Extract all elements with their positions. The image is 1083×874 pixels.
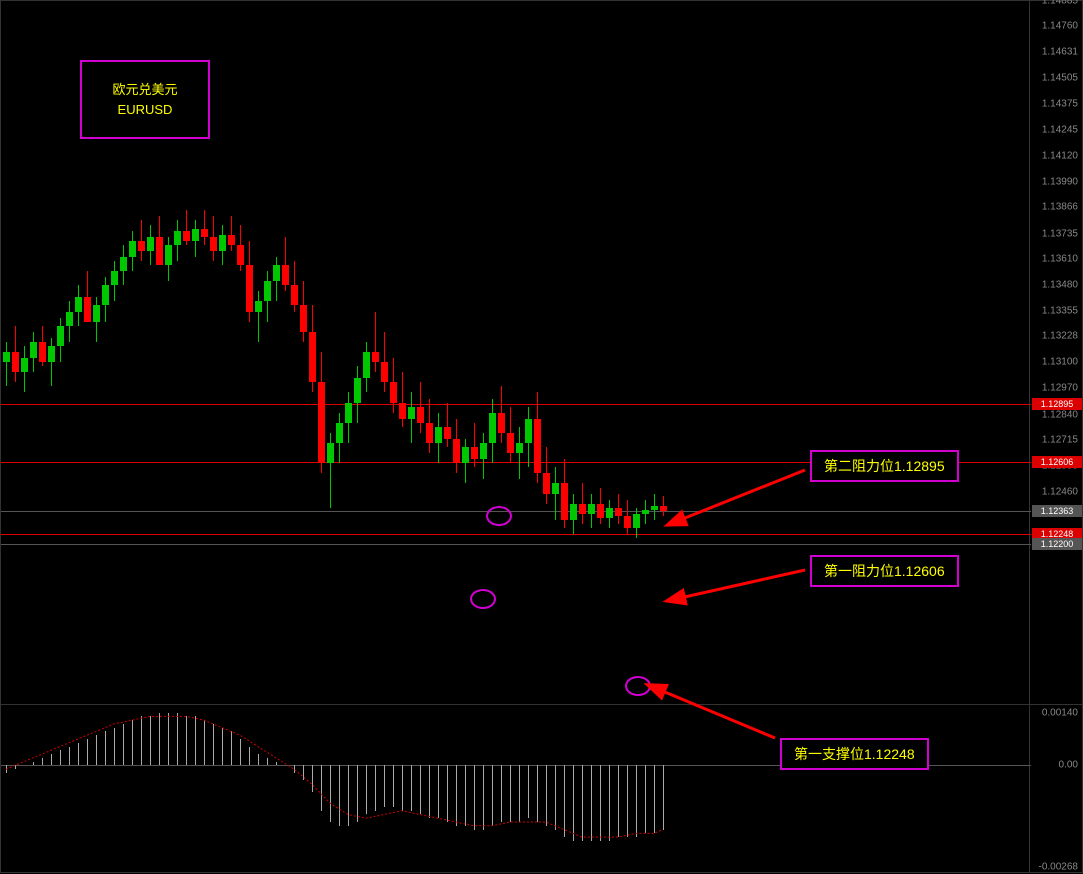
price-tick: 1.13100 <box>1042 357 1078 368</box>
arrow-support-1 <box>645 690 795 750</box>
price-tick: 1.14505 <box>1042 72 1078 83</box>
indicator-tick: 0.00 <box>1059 760 1078 771</box>
symbol-title-box: 欧元兑美元 EURUSD <box>80 60 210 139</box>
price-tick: 1.12460 <box>1042 486 1078 497</box>
support-1-label: 第一支撑位1.12248 <box>780 738 929 770</box>
arrow-resistance-2 <box>665 490 815 540</box>
price-level-tag: 1.12200 <box>1032 538 1082 550</box>
price-tick: 1.14760 <box>1042 21 1078 32</box>
price-tick: 1.13990 <box>1042 177 1078 188</box>
arrow-resistance-1 <box>665 570 815 620</box>
resistance-1-label: 第一阻力位1.12606 <box>810 555 959 587</box>
price-tick: 1.13228 <box>1042 331 1078 342</box>
symbol-en: EURUSD <box>102 100 188 120</box>
highlight-circle <box>470 589 496 609</box>
price-level-tag: 1.12895 <box>1032 398 1082 410</box>
highlight-circle <box>486 506 512 526</box>
price-tick: 1.12970 <box>1042 383 1078 394</box>
price-tick: 1.13735 <box>1042 228 1078 239</box>
indicator-axis: 0.00140 0.00 -0.00268 <box>1030 705 1083 873</box>
horizontal-level-line[interactable] <box>1 534 1031 535</box>
price-tick: 1.13866 <box>1042 202 1078 213</box>
price-tick: 1.13610 <box>1042 253 1078 264</box>
chart-container: 1.14885 1.14760 1.14631 1.14505 1.14375 1.142… <box>0 0 1083 874</box>
macd-signal-line <box>1 705 1031 873</box>
price-level-tag: 1.12363 <box>1032 505 1082 517</box>
symbol-cn: 欧元兑美元 <box>102 80 188 100</box>
price-tick: 1.12715 <box>1042 434 1078 445</box>
price-axis: 1.14885 1.14760 1.14631 1.14505 1.14375 1.142… <box>1030 0 1083 705</box>
horizontal-level-line[interactable] <box>1 511 1031 512</box>
resistance-2-label: 第二阻力位1.12895 <box>810 450 959 482</box>
horizontal-level-line[interactable] <box>1 404 1031 405</box>
indicator-panel[interactable] <box>0 705 1030 873</box>
price-tick: 1.13480 <box>1042 280 1078 291</box>
price-tick: 1.14885 <box>1042 0 1078 7</box>
price-tick: 1.14631 <box>1042 47 1078 58</box>
horizontal-level-line[interactable] <box>1 544 1031 545</box>
price-tick: 1.13355 <box>1042 305 1078 316</box>
price-tick: 1.12840 <box>1042 409 1078 420</box>
price-level-tag: 1.12606 <box>1032 456 1082 468</box>
price-tick: 1.14375 <box>1042 99 1078 110</box>
indicator-tick: 0.00140 <box>1042 707 1078 718</box>
indicator-tick: -0.00268 <box>1039 861 1078 872</box>
price-tick: 1.14120 <box>1042 150 1078 161</box>
price-tick: 1.14245 <box>1042 125 1078 136</box>
